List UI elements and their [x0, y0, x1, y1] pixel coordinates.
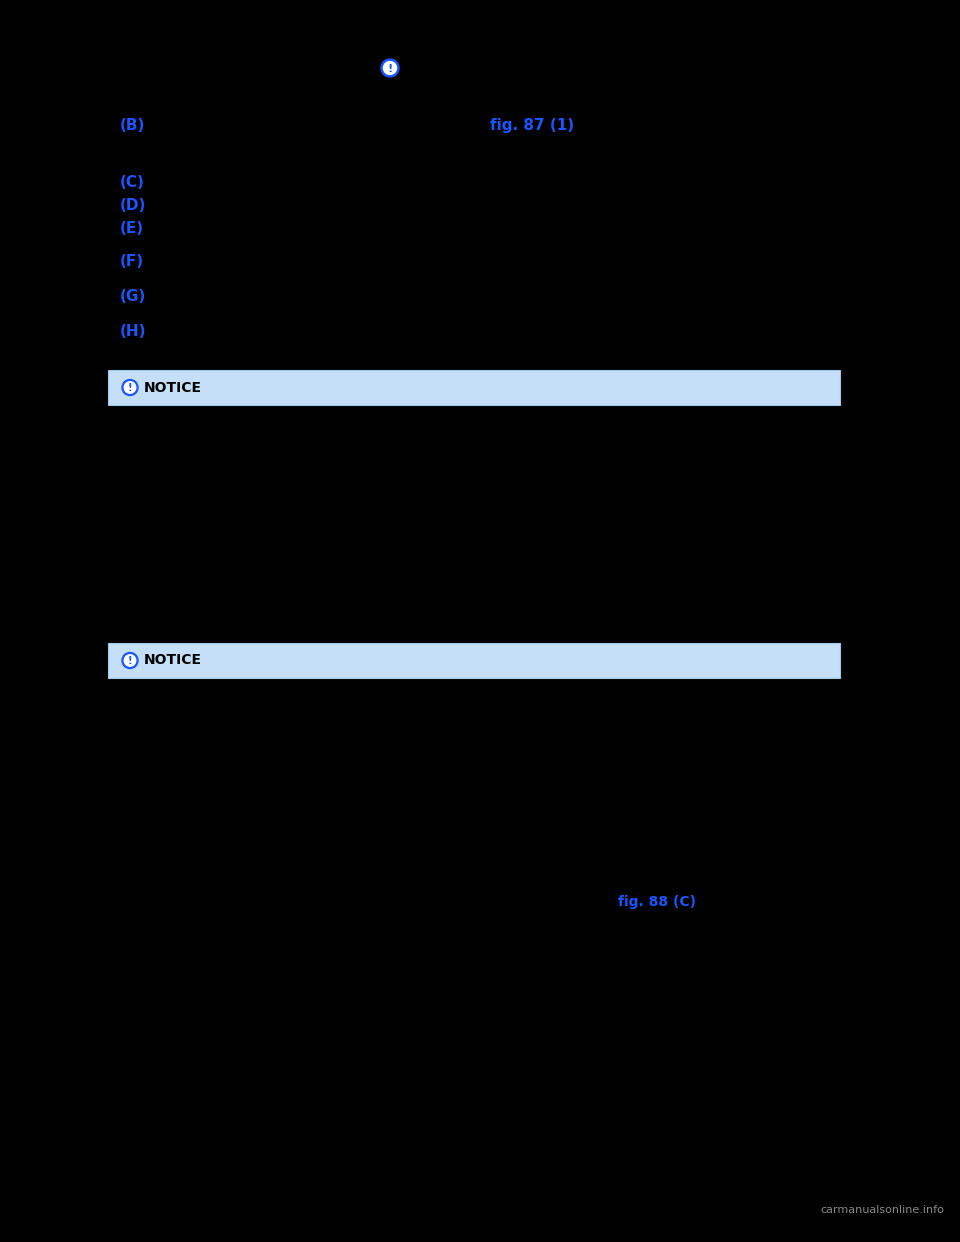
Circle shape — [122, 652, 138, 668]
Text: !: ! — [128, 657, 132, 667]
FancyBboxPatch shape — [108, 643, 840, 678]
Text: NOTICE: NOTICE — [144, 653, 202, 667]
Text: NOTICE: NOTICE — [144, 380, 202, 395]
Text: carmanualsonline.info: carmanualsonline.info — [820, 1205, 944, 1215]
Text: fig. 87 (1): fig. 87 (1) — [490, 118, 574, 133]
Circle shape — [124, 381, 135, 394]
Text: !: ! — [128, 384, 132, 394]
Text: fig. 88 (C): fig. 88 (C) — [618, 895, 696, 909]
Text: (E): (E) — [120, 221, 144, 236]
Text: (D): (D) — [120, 197, 146, 212]
FancyBboxPatch shape — [108, 370, 840, 405]
Circle shape — [124, 655, 135, 666]
Text: (B): (B) — [120, 118, 145, 133]
Circle shape — [122, 380, 138, 395]
Text: (G): (G) — [120, 289, 146, 304]
Text: !: ! — [388, 65, 393, 75]
Circle shape — [383, 62, 396, 75]
Text: (F): (F) — [120, 255, 144, 270]
Text: (H): (H) — [120, 324, 147, 339]
Circle shape — [381, 60, 399, 77]
Text: (C): (C) — [120, 175, 145, 190]
